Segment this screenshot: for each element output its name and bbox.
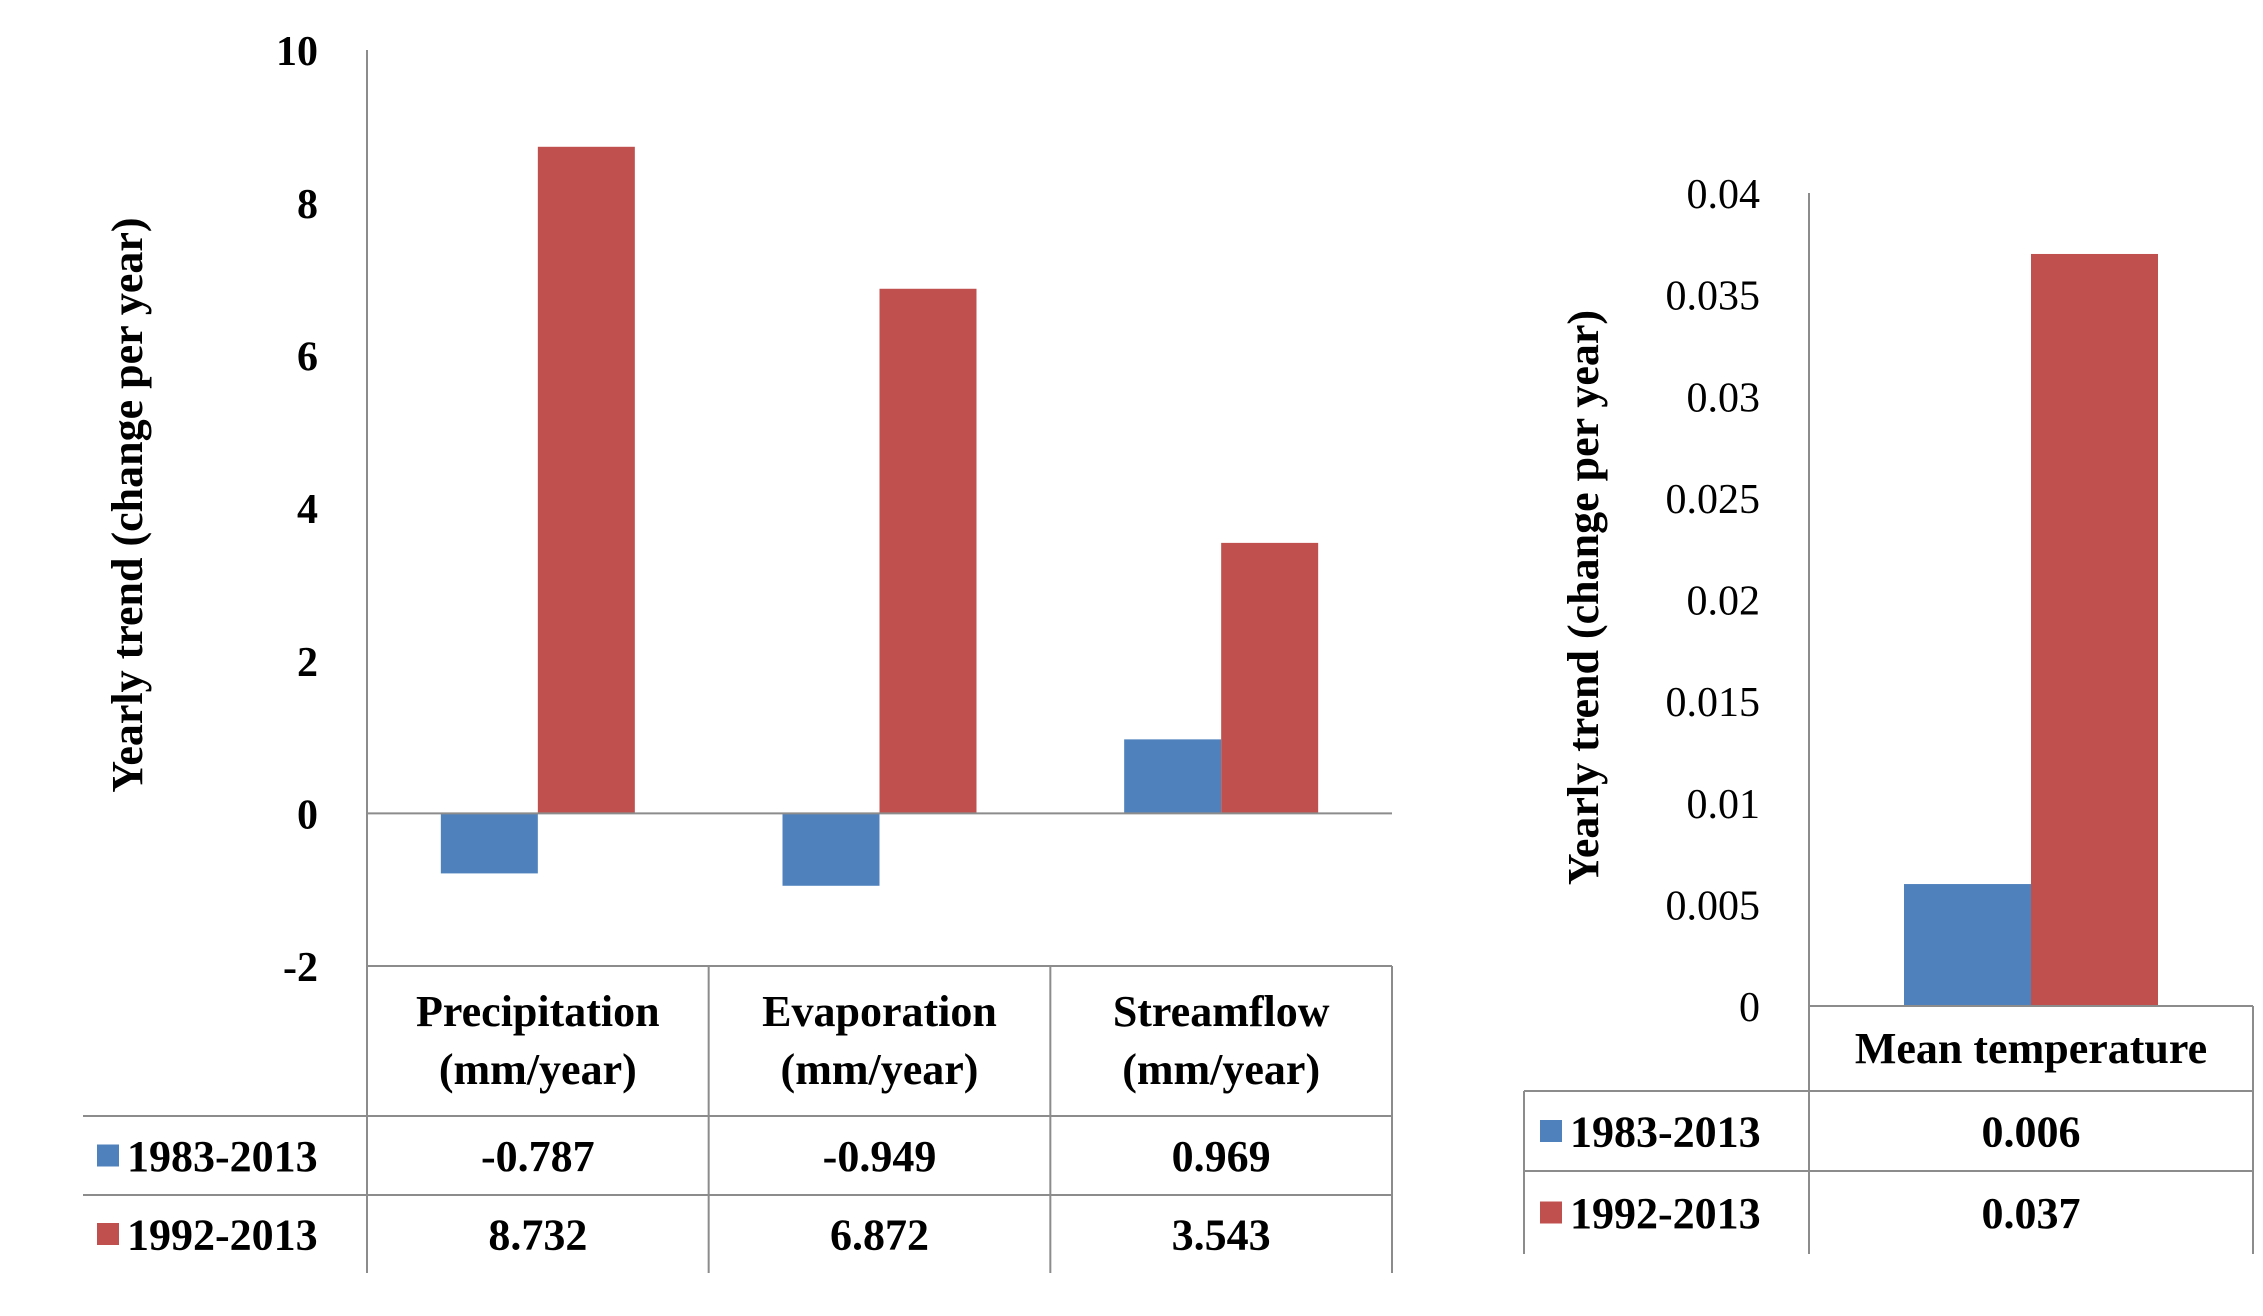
data-label: -0.949: [823, 1132, 937, 1181]
right-bar-chart: 0 0.005 0.01 0.015 0.02 0.025 0.03 0.035 0.04 Yea…: [1523, 172, 2254, 1254]
y-tick-label: 0: [1739, 985, 1760, 1031]
data-label: 3.543: [1172, 1210, 1271, 1259]
data-label: -0.787: [481, 1132, 595, 1181]
category-label: Streamflow: [1113, 987, 1330, 1036]
y-tick-label: -2: [283, 945, 318, 991]
y-tick-label: 0.02: [1687, 579, 1761, 625]
y-tick-label: 6: [297, 334, 318, 380]
left-bar-chart: -2 0 2 4 6 8 10 Yearly trend (change per year) P…: [83, 29, 1393, 1273]
legend-label: 1992-2013: [127, 1210, 318, 1259]
y-tick-label: 0.01: [1687, 782, 1761, 828]
bar-1992-2013: [537, 146, 635, 814]
data-label: 8.732: [488, 1210, 587, 1259]
bar-1992-2013: [2031, 253, 2158, 1007]
legend-key-1992-2013: [97, 1223, 119, 1245]
y-axis-title: Yearly trend (change per year): [1559, 310, 1608, 885]
bar-1983-2013: [440, 813, 538, 874]
data-label: 0.037: [1982, 1189, 2081, 1238]
y-tick-label: 0.03: [1687, 375, 1761, 421]
y-tick-label: 0.04: [1687, 172, 1761, 218]
legend-label: 1983-2013: [1570, 1107, 1761, 1156]
legend-key-1983-2013: [1540, 1120, 1562, 1142]
y-tick-label: 0.035: [1666, 274, 1761, 320]
y-axis-title: Yearly trend (change per year): [103, 217, 152, 792]
y-tick-label: 0.015: [1666, 680, 1761, 726]
bar-1983-2013: [1124, 739, 1222, 814]
legend-label: 1983-2013: [127, 1132, 318, 1181]
bar-1992-2013: [879, 288, 977, 814]
data-label: 0.006: [1982, 1107, 2081, 1156]
category-label: (mm/year): [1122, 1045, 1320, 1094]
legend-key-1992-2013: [1540, 1201, 1562, 1224]
category-label: Precipitation: [416, 987, 660, 1036]
y-tick-label: 10: [276, 29, 318, 75]
data-label: 6.872: [830, 1210, 929, 1259]
data-label: 0.969: [1172, 1132, 1271, 1181]
bar-1983-2013: [782, 813, 880, 886]
y-tick-label: 0.005: [1666, 883, 1761, 929]
y-tick-label: 0.025: [1666, 477, 1761, 523]
category-label: Evaporation: [762, 987, 997, 1036]
bar-1983-2013: [1904, 884, 2031, 1006]
category-label: Mean temperature: [1855, 1024, 2207, 1073]
category-label: (mm/year): [781, 1045, 979, 1094]
y-tick-label: 2: [297, 640, 318, 686]
y-tick-label: 8: [297, 182, 318, 228]
y-tick-label: 4: [297, 487, 318, 533]
bar-1992-2013: [1221, 542, 1319, 814]
legend-label: 1992-2013: [1570, 1189, 1761, 1238]
y-tick-label: 0: [297, 792, 318, 838]
legend-key-1983-2013: [97, 1144, 119, 1167]
category-label: (mm/year): [439, 1045, 637, 1094]
